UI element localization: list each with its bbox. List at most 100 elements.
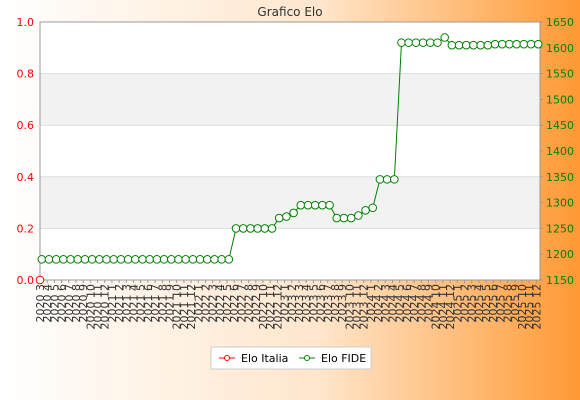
elo-fide-point <box>519 39 529 49</box>
elo-fide-point <box>116 255 126 264</box>
legend-label: Elo Italia <box>241 352 288 365</box>
legend-box <box>210 346 372 370</box>
legend-label: Elo FIDE <box>321 352 366 365</box>
x-tick-label: 2025 7 <box>494 284 507 323</box>
elo-fide-point <box>404 38 414 47</box>
x-tick-label: 2024 6 <box>401 284 414 323</box>
elo-fide-point <box>282 212 291 221</box>
elo-fide-point <box>231 224 241 233</box>
plot-frame <box>39 21 541 281</box>
elo-fide-point <box>318 200 327 210</box>
elo-fide-point <box>433 38 442 47</box>
x-tick-label: 2022 1 <box>192 284 205 323</box>
y-right-tick-label: 1450 <box>546 119 574 132</box>
x-tick-label: 2023 9 <box>336 284 349 323</box>
elo-fide-point <box>138 255 147 264</box>
x-tick-label: 2022 11 <box>264 284 277 330</box>
x-tick-label: 2025 11 <box>523 284 536 330</box>
x-tick-label: 2024 9 <box>422 284 435 323</box>
x-tick-label: 2025 8 <box>502 284 515 323</box>
x-tick-label: 2025 5 <box>480 284 493 323</box>
elo-fide-point <box>166 255 176 264</box>
elo-fide-point <box>382 175 392 184</box>
plot-area: 0.0 0.2 0.4 0.6 0.8 1.0 1150 1200 1250 1300 1350 14… <box>17 16 575 330</box>
x-tick-label: 2024 7 <box>408 284 421 323</box>
x-tick-label: 2023 12 <box>358 284 371 330</box>
elo-fide-point <box>80 255 90 264</box>
x-tick-label: 2020 5 <box>48 284 61 323</box>
elo-fide-point <box>526 39 536 49</box>
x-tick-label: 2025 6 <box>487 284 500 323</box>
elo-fide-point <box>210 255 219 264</box>
x-tick-label: 2020 4 <box>41 284 54 323</box>
x-tick-label: 2024 3 <box>379 284 392 323</box>
x-tick-label: 2023 1 <box>279 284 292 323</box>
legend-item: Elo FIDE <box>299 352 366 365</box>
x-tick-label: 2022 12 <box>271 284 284 330</box>
elo-fide-point <box>390 175 399 184</box>
elo-fide-point <box>246 224 255 233</box>
x-tick-label: 2020 6 <box>56 284 69 323</box>
x-tick-label: 2022 2 <box>199 284 212 323</box>
x-tick-label: 2024 8 <box>415 284 428 323</box>
y-right-tick-label: 1250 <box>546 222 574 235</box>
x-tick-label: 2024 10 <box>430 284 443 330</box>
elo-fide-point <box>51 255 61 264</box>
grid-band <box>40 176 540 203</box>
x-tick-label: 2024 1 <box>365 284 378 323</box>
x-tick-label: 2021 9 <box>163 284 176 323</box>
x-tick-label: 2020 12 <box>99 284 112 330</box>
x-tick-label: 2022 9 <box>250 284 263 323</box>
grid-band <box>40 151 540 177</box>
x-tick-label: 2022 5 <box>221 284 234 323</box>
elo-fide-point <box>238 224 248 233</box>
x-tick-label: 2022 6 <box>228 284 241 323</box>
x-tick-label: 2024 5 <box>394 284 407 323</box>
elo-fide-point <box>66 255 75 264</box>
elo-fide-point <box>131 255 140 264</box>
elo-fide-point <box>253 224 262 233</box>
elo-fide-point <box>361 206 370 215</box>
elo-fide-point <box>195 255 205 264</box>
elo-fide-point <box>289 208 298 218</box>
elo-fide-point <box>87 255 97 264</box>
elo-fide-point <box>267 224 277 233</box>
elo-fide-point <box>109 255 119 264</box>
x-tick-label: 2025 9 <box>509 284 522 323</box>
elo-fide-point <box>418 38 428 47</box>
elo-fide-point <box>59 255 68 264</box>
elo-fide-point <box>469 40 478 50</box>
elo-fide-point <box>181 255 190 264</box>
grid-band <box>40 228 540 255</box>
y-left-tick-label: 0.0 <box>17 274 35 287</box>
elo-fide-point <box>123 255 133 264</box>
elo-fide-point <box>260 224 270 233</box>
elo-fide-point <box>354 211 363 220</box>
x-tick-label: 2021 7 <box>149 284 162 323</box>
elo-fide-point <box>217 255 226 264</box>
elo-fide-point <box>497 39 507 49</box>
y-right-tick-label: 1300 <box>546 197 574 210</box>
elo-fide-point <box>296 200 306 210</box>
elo-fide-point <box>37 255 47 264</box>
elo-fide-point <box>346 213 356 223</box>
x-tick-label: 2025 3 <box>466 284 479 323</box>
grid-band <box>40 99 540 126</box>
x-tick-label: 2020 10 <box>84 284 97 330</box>
x-tick-label: 2023 11 <box>351 284 364 330</box>
x-tick-label: 2021 5 <box>135 284 148 323</box>
x-tick-label: 2020 3 <box>34 284 47 323</box>
elo-fide-point <box>461 40 471 50</box>
y-right-tick-label: 1600 <box>546 42 574 55</box>
x-tick-label: 2023 8 <box>329 284 342 323</box>
elo-fide-point <box>533 39 543 49</box>
elo-fide-point <box>102 255 111 264</box>
x-tick-label: 2025 1 <box>451 284 464 323</box>
x-tick-label: 2022 8 <box>243 284 256 323</box>
x-tick-label: 2025 10 <box>516 284 529 330</box>
x-tick-label: 2024 4 <box>387 284 400 323</box>
x-tick-label: 2025 4 <box>473 284 486 323</box>
x-tick-label: 2022 7 <box>235 284 248 323</box>
y-left-tick-label: 1.0 <box>17 16 35 29</box>
x-tick-label: 2024 12 <box>444 284 457 330</box>
